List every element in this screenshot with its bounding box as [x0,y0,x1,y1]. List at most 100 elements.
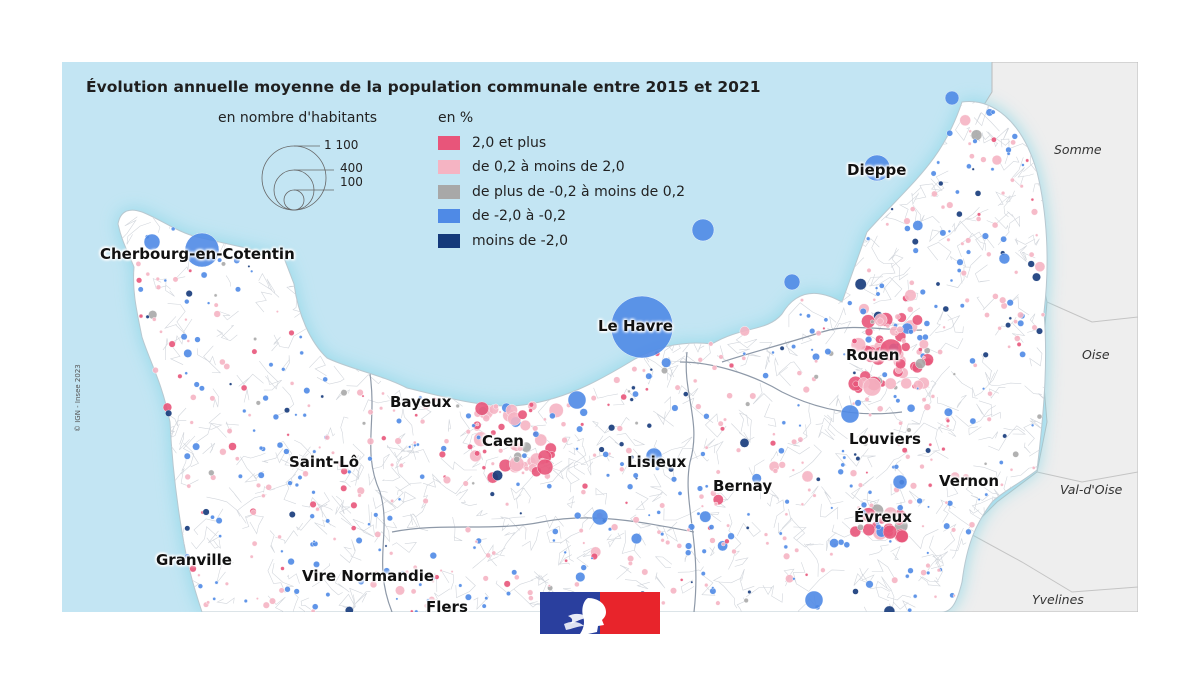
commune-boundary [373,453,390,470]
commune-boundary [664,168,703,185]
commune-circle [367,522,371,526]
commune-circle [901,342,911,352]
commune-boundary [258,278,276,294]
commune-boundary [460,500,478,507]
commune-circle [731,548,737,555]
commune-boundary [976,403,993,418]
commune-boundary [583,507,596,530]
commune-circle [723,417,727,422]
commune-boundary [518,295,532,307]
commune-circle [168,340,176,348]
commune-boundary [754,190,777,201]
legend-label: de -2,0 à -0,2 [472,208,567,224]
commune-boundary [881,576,895,604]
commune-boundary [385,192,421,206]
commune-boundary [415,406,432,420]
commune-circle [822,326,826,330]
commune-boundary [582,199,628,218]
commune-circle [642,368,646,373]
commune-circle [474,450,480,457]
commune-circle [410,588,417,595]
commune-boundary [778,361,803,387]
commune-circle [779,345,785,351]
commune-circle [213,302,219,308]
commune-circle [661,600,666,606]
commune-boundary [568,458,582,485]
commune-boundary [296,241,316,266]
commune-circle [1005,322,1011,328]
commune-circle [506,591,511,596]
commune-boundary [922,380,937,403]
commune-boundary [973,465,1001,480]
commune-circle [575,447,579,451]
commune-circle [148,310,158,320]
commune-boundary [580,449,601,465]
commune-boundary [396,208,418,220]
commune-boundary [843,102,858,116]
commune-boundary [948,501,972,532]
commune-circle [927,505,930,509]
commune-circle [422,498,429,505]
commune-boundary [359,236,367,249]
commune-circle [981,232,989,240]
commune-boundary [220,325,238,342]
commune-boundary [124,139,153,153]
commune-circle [656,529,662,535]
commune-circle [794,547,800,553]
commune-boundary [259,360,279,390]
commune-circle [741,355,747,361]
commune-boundary [736,521,761,537]
commune-boundary [734,146,755,164]
commune-boundary [142,132,161,158]
commune-circle [977,212,982,217]
commune-boundary [334,569,350,593]
commune-circle [700,451,706,457]
commune-boundary [290,210,307,234]
commune-boundary [316,503,333,526]
commune-boundary [788,302,825,328]
commune-circle [820,567,826,573]
commune-circle [165,409,173,417]
commune-boundary [566,495,576,509]
commune-circle [907,607,912,612]
commune-boundary [880,211,907,225]
commune-boundary [937,101,951,131]
commune-boundary [739,412,749,432]
commune-boundary [206,496,241,517]
commune-boundary [891,247,909,281]
commune-circle [560,421,567,427]
commune-circle [311,490,316,495]
commune-circle [720,426,725,432]
commune-circle [855,456,861,461]
commune-circle [1031,208,1039,216]
commune-boundary [856,427,875,443]
commune-boundary [803,543,819,577]
commune-circle [829,538,839,548]
commune-boundary [778,508,792,534]
commune-boundary [616,564,632,580]
evreux-circle [882,524,898,540]
commune-circle [916,387,920,390]
commune-boundary [309,355,327,376]
commune-boundary [273,328,307,349]
region-label-oise: Oise [1082,347,1110,362]
commune-circle [704,582,709,588]
commune-boundary [870,119,902,133]
commune-boundary [854,525,893,541]
commune-boundary [275,211,293,230]
commune-circle [700,504,704,508]
commune-circle [812,493,817,498]
commune-circle [982,387,986,391]
commune-circle [875,291,881,297]
city-label-louviers: Louviers [849,430,921,448]
commune-circle [519,419,531,431]
commune-circle [966,163,972,170]
commune-boundary [659,212,674,230]
size-legend-value-100: 100 [340,175,363,189]
commune-circle [618,441,625,447]
commune-boundary [130,115,166,132]
commune-circle [634,421,639,425]
commune-circle [912,247,919,254]
commune-circle [974,190,982,197]
commune-boundary [949,255,967,268]
